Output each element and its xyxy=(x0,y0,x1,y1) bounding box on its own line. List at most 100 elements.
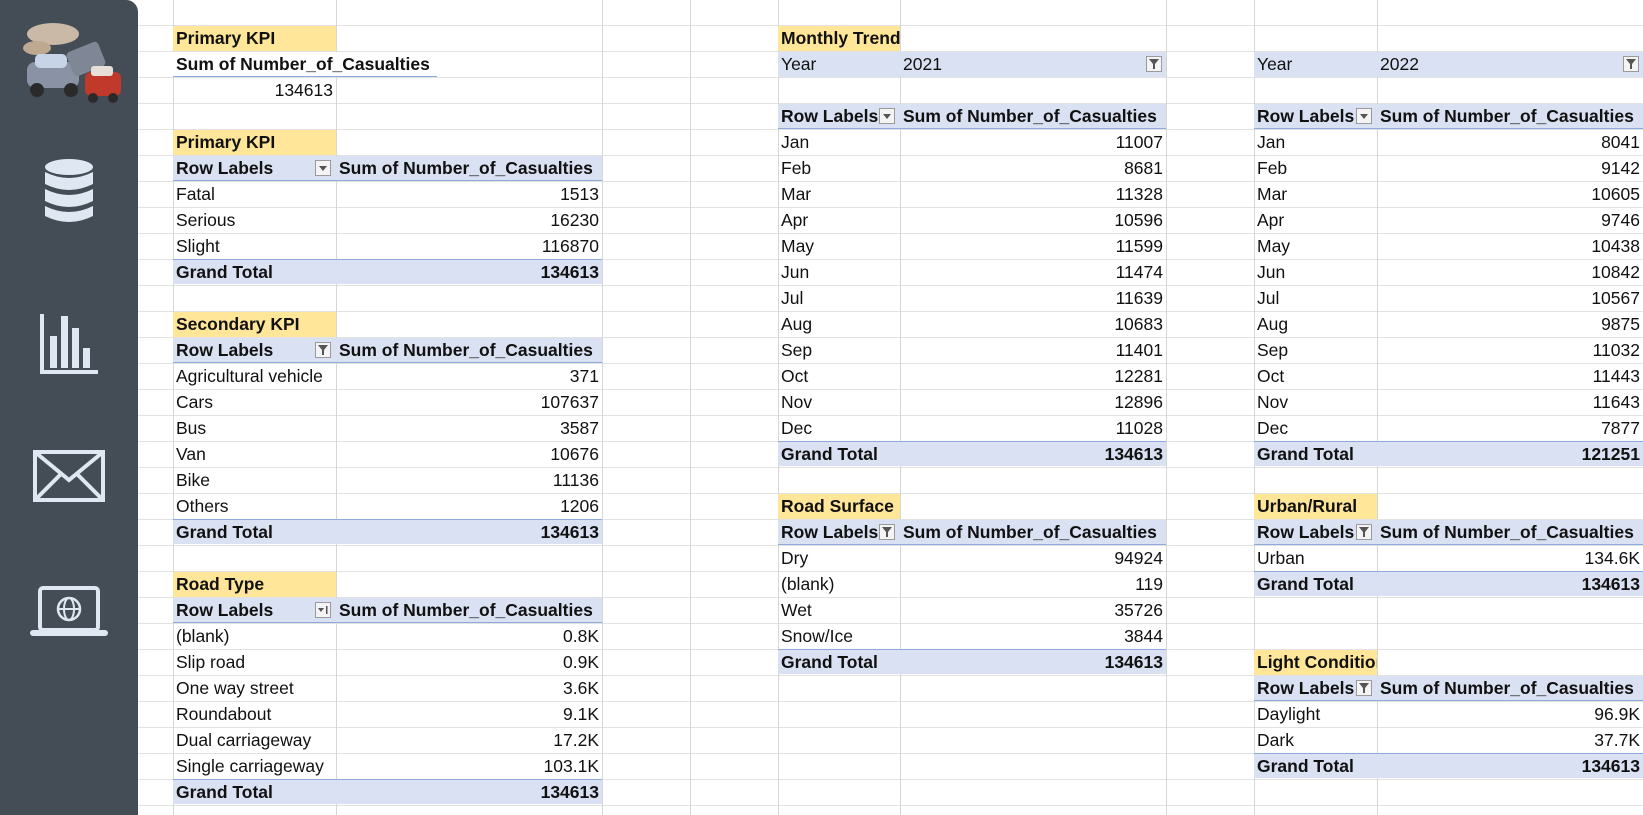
table-row-value: 0.9K xyxy=(563,652,599,672)
month-col-sum[interactable]: Sum of Number_of_Casualties xyxy=(900,104,1166,129)
table-row-label: Apr xyxy=(781,210,809,230)
grand-total-value: 134613 xyxy=(900,441,1166,466)
grand-total-label: Grand Total xyxy=(1254,571,1377,596)
table-row-value: 10683 xyxy=(1114,314,1163,334)
table-row-value: 119 xyxy=(1135,574,1163,594)
light-col-row-labels[interactable]: Row Labels xyxy=(1254,676,1377,701)
vehicle-col-sum[interactable]: Sum of Number_of_Casualties xyxy=(336,338,602,363)
sort-arrow-icon[interactable] xyxy=(315,602,331,618)
table-row-label: Dec xyxy=(781,418,813,438)
table-row-value: 0.8K xyxy=(563,626,599,646)
primary-kpi-value: 134613 xyxy=(274,80,333,100)
table-row-value: 11639 xyxy=(1115,288,1163,308)
grand-total-label: Grand Total xyxy=(173,519,336,544)
grand-total-value: 134613 xyxy=(1377,571,1643,596)
table-row-value: 10605 xyxy=(1591,184,1640,204)
table-row-value: 116870 xyxy=(541,236,599,256)
table-row-label: Others xyxy=(176,496,229,516)
primary-kpi-title: Primary KPI xyxy=(173,26,336,51)
grand-total-value: 134613 xyxy=(336,259,602,284)
table-row-value: 3844 xyxy=(1124,626,1163,646)
bar-chart-icon[interactable] xyxy=(0,312,138,376)
spreadsheet-grid[interactable]: Primary KPI Sum of Number_of_Casualties … xyxy=(138,0,1643,815)
grand-total-value: 121251 xyxy=(1377,441,1643,466)
table-row-value: 11443 xyxy=(1592,366,1640,386)
severity-table-title: Primary KPI xyxy=(173,130,336,155)
table-row-value: 3587 xyxy=(560,418,599,438)
dropdown-arrow-icon[interactable] xyxy=(879,108,895,124)
table-row-value: 35726 xyxy=(1114,600,1163,620)
primary-kpi-header[interactable]: Sum of Number_of_Casualties xyxy=(173,52,437,77)
month-col-sum[interactable]: Sum of Number_of_Casualties xyxy=(1377,104,1643,129)
table-row-value: 9875 xyxy=(1601,314,1640,334)
month-col-row-labels[interactable]: Row Labels xyxy=(1254,104,1377,129)
filter-applied-icon[interactable] xyxy=(1356,524,1372,540)
table-row-value: 9142 xyxy=(1601,158,1640,178)
year-filter-label: Year xyxy=(778,52,900,77)
table-row-label: Urban xyxy=(1257,548,1305,568)
table-row-label: Wet xyxy=(781,600,812,620)
table-row-value: 10842 xyxy=(1591,262,1640,282)
table-row-value: 371 xyxy=(569,366,599,386)
table-row-value: 1206 xyxy=(560,496,599,516)
year-filter-value[interactable]: 2021 xyxy=(900,52,1166,77)
table-row-value: 1513 xyxy=(560,184,599,204)
grand-total-value: 134613 xyxy=(900,649,1166,674)
table-row-value: 11401 xyxy=(1115,340,1163,360)
severity-col-sum[interactable]: Sum of Number_of_Casualties xyxy=(336,156,602,181)
secondary-kpi-title: Secondary KPI xyxy=(173,312,336,337)
table-row-label: Aug xyxy=(781,314,813,334)
table-row-value: 7877 xyxy=(1601,418,1640,438)
table-row-label: Fatal xyxy=(176,184,215,204)
table-row-value: 11328 xyxy=(1115,184,1163,204)
table-row-label: Jul xyxy=(1257,288,1280,308)
table-row-label: Bus xyxy=(176,418,207,438)
table-row-value: 11599 xyxy=(1115,236,1163,256)
table-row-value: 12281 xyxy=(1114,366,1163,386)
database-icon[interactable] xyxy=(0,158,138,224)
severity-col-row-labels[interactable]: Row Labels xyxy=(173,156,336,181)
year-filter-value[interactable]: 2022 xyxy=(1377,52,1643,77)
table-row-label: Sep xyxy=(781,340,813,360)
table-row-value: 10567 xyxy=(1591,288,1640,308)
table-row-label: Roundabout xyxy=(176,704,272,724)
table-row-label: Bike xyxy=(176,470,211,490)
filter-applied-icon[interactable] xyxy=(879,524,895,540)
table-row-value: 10596 xyxy=(1114,210,1163,230)
table-row-label: Nov xyxy=(781,392,813,412)
filter-applied-icon[interactable] xyxy=(1623,56,1639,72)
mail-icon[interactable] xyxy=(0,450,138,502)
table-row-value: 37.7K xyxy=(1594,730,1640,750)
filter-applied-icon[interactable] xyxy=(1146,56,1162,72)
laptop-globe-icon[interactable] xyxy=(0,586,138,640)
light-col-sum[interactable]: Sum of Number_of_Casualties xyxy=(1377,676,1643,701)
road-type-col-sum[interactable]: Sum of Number_of_Casualties xyxy=(336,598,602,623)
table-row-label: May xyxy=(781,236,815,256)
grand-total-label: Grand Total xyxy=(173,259,336,284)
car-crash-logo-icon[interactable] xyxy=(0,16,138,106)
table-row-label: (blank) xyxy=(781,574,835,594)
table-row-label: Serious xyxy=(176,210,236,230)
table-row-value: 8681 xyxy=(1124,158,1163,178)
urban-col-sum[interactable]: Sum of Number_of_Casualties xyxy=(1377,520,1643,545)
dropdown-arrow-icon[interactable] xyxy=(1356,108,1372,124)
road-type-col-row-labels[interactable]: Row Labels xyxy=(173,598,336,623)
urban-rural-title: Urban/Rural xyxy=(1254,494,1377,519)
table-row-label: May xyxy=(1257,236,1291,256)
road-type-title: Road Type xyxy=(173,572,336,597)
table-row-value: 9746 xyxy=(1601,210,1640,230)
vehicle-col-row-labels[interactable]: Row Labels xyxy=(173,338,336,363)
table-row-label: Feb xyxy=(1257,158,1288,178)
table-row-label: Slight xyxy=(176,236,220,256)
dropdown-arrow-icon[interactable] xyxy=(315,160,331,176)
table-row-label: Single carriageway xyxy=(176,756,324,776)
filter-applied-icon[interactable] xyxy=(315,342,331,358)
light-condition-title: Light Condition xyxy=(1254,650,1377,675)
grand-total-label: Grand Total xyxy=(1254,753,1377,778)
surface-col-sum[interactable]: Sum of Number_of_Casualties xyxy=(900,520,1166,545)
table-row-label: Agricultural vehicle xyxy=(176,366,323,386)
sidebar-nav xyxy=(0,0,138,815)
table-row-value: 16230 xyxy=(550,210,599,230)
table-row-value: 134.6K xyxy=(1584,548,1640,568)
filter-applied-icon[interactable] xyxy=(1356,680,1372,696)
